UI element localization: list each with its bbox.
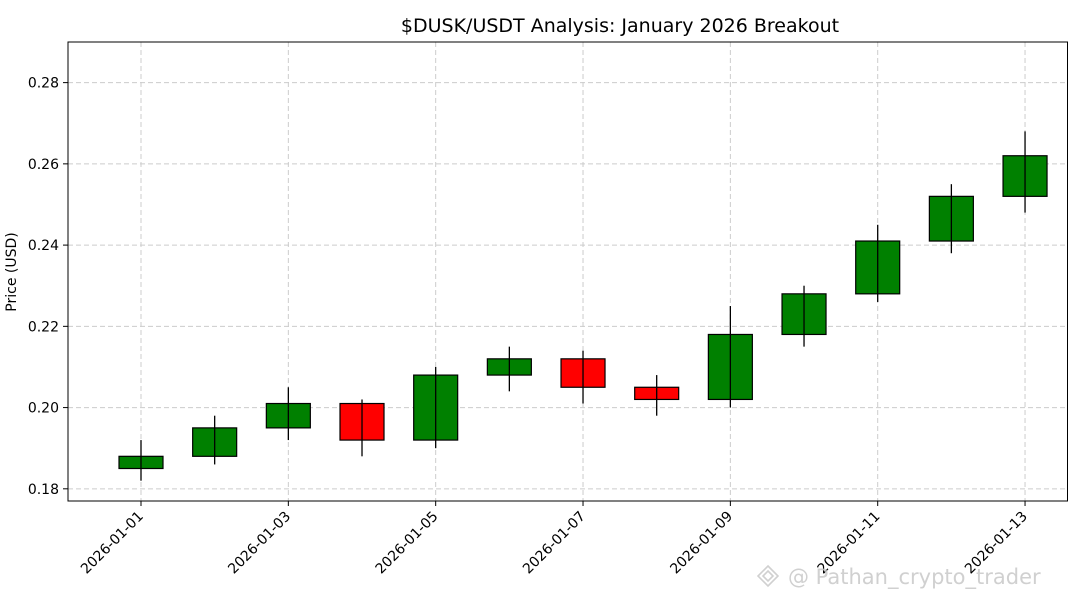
x-tick-label: 2026-01-05: [373, 509, 442, 578]
candle: [707, 306, 753, 408]
candle: [118, 440, 164, 481]
x-tick-label: 2026-01-03: [225, 509, 294, 578]
y-tick-label: 0.26: [28, 157, 59, 173]
candle: [928, 184, 974, 254]
binance-diamond-icon: [756, 564, 780, 588]
candle: [486, 346, 532, 392]
candle: [192, 415, 238, 465]
candles: [118, 131, 1048, 481]
candle: [339, 399, 385, 457]
y-tick-label: 0.22: [28, 319, 59, 335]
x-tick-label: 2026-01-09: [667, 509, 736, 578]
grid-lines: [68, 42, 1068, 501]
chart-title: $DUSK/USDT Analysis: January 2026 Breako…: [401, 15, 839, 37]
candle: [634, 375, 680, 416]
y-tick-label: 0.24: [28, 238, 59, 254]
watermark: @ Pathan_crypto_trader: [756, 564, 1041, 590]
y-tick-label: 0.18: [28, 482, 59, 498]
watermark-text: @ Pathan_crypto_trader: [788, 565, 1041, 590]
candle: [413, 366, 459, 449]
x-tick-label: 2026-01-07: [520, 509, 589, 578]
candle: [560, 350, 606, 404]
candle: [781, 285, 827, 347]
y-tick-label: 0.20: [28, 401, 59, 417]
x-tick-label: 2026-01-01: [78, 509, 147, 578]
candle: [855, 224, 901, 302]
candle: [265, 387, 311, 441]
candle: [1002, 131, 1048, 213]
y-tick-label: 0.28: [28, 76, 59, 92]
y-axis-ticks: 0.18 0.20 0.22 0.24 0.26 0.28: [28, 76, 68, 498]
y-axis-title: Price (USD): [4, 232, 20, 311]
